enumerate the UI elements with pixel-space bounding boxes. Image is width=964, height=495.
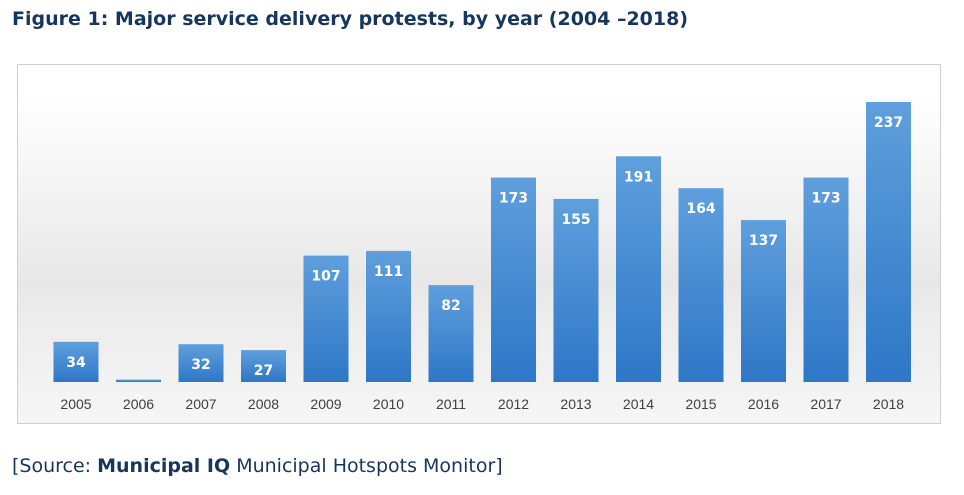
x-tick-label-2013: 2013 xyxy=(560,396,591,412)
source-org: Municipal IQ xyxy=(97,455,231,477)
bar-2017 xyxy=(803,177,849,382)
x-tick-label-2005: 2005 xyxy=(60,396,91,412)
x-tick-label-2014: 2014 xyxy=(623,396,654,412)
bar-2010 xyxy=(366,250,411,382)
data-label-2017: 173 xyxy=(811,191,840,207)
source-rest: Municipal Hotspots Monitor] xyxy=(230,455,503,477)
data-label-2010: 111 xyxy=(374,264,403,280)
x-tick-label-2018: 2018 xyxy=(873,396,904,412)
data-label-2014: 191 xyxy=(624,169,653,185)
x-tick-label-2009: 2009 xyxy=(310,396,341,412)
x-tick-label-2010: 2010 xyxy=(373,396,404,412)
x-tick-label-2006: 2006 xyxy=(123,396,154,412)
data-label-2006: 2 xyxy=(134,393,144,409)
x-tick-label-2007: 2007 xyxy=(185,396,216,412)
x-tick-label-2012: 2012 xyxy=(498,396,529,412)
chart-frame: 34 2 32 27 107 111 82 173 155 191 164 137 173 237 200… xyxy=(17,64,941,424)
data-label-2011: 82 xyxy=(441,298,460,314)
x-tick-label-2011: 2011 xyxy=(436,396,466,412)
data-label-2005: 34 xyxy=(66,355,86,371)
source-open: [Source: xyxy=(12,455,98,477)
data-label-2008: 27 xyxy=(254,363,273,379)
data-label-2009: 107 xyxy=(311,269,340,285)
bar-2015 xyxy=(678,188,724,382)
bar-2016 xyxy=(741,220,786,382)
figure-title: Figure 1: Major service delivery protest… xyxy=(12,8,689,30)
data-label-2018: 237 xyxy=(874,115,903,131)
bar-2007 xyxy=(178,344,224,382)
bar-2009 xyxy=(303,255,349,382)
data-label-2007: 32 xyxy=(191,357,210,373)
bar-chart: 34 2 32 27 107 111 82 173 155 191 164 137 173 237 200… xyxy=(53,102,911,412)
bar-2018 xyxy=(866,102,911,382)
bar-2005 xyxy=(53,341,99,382)
data-label-2015: 164 xyxy=(686,201,715,217)
bar-2013 xyxy=(553,198,599,382)
bar-2008 xyxy=(241,350,286,382)
data-label-2016: 137 xyxy=(749,233,778,249)
bar-2014 xyxy=(616,156,661,382)
bar-2012 xyxy=(491,177,536,382)
bar-2011 xyxy=(428,285,474,382)
x-tick-label-2008: 2008 xyxy=(248,396,279,412)
data-label-2012: 173 xyxy=(499,191,528,207)
x-tick-label-2015: 2015 xyxy=(685,396,716,412)
bar-2006 xyxy=(116,379,161,382)
source-note: [Source: Municipal IQ Municipal Hotspots… xyxy=(12,455,503,477)
data-label-2013: 155 xyxy=(561,212,590,228)
x-tick-label-2016: 2016 xyxy=(748,396,779,412)
x-tick-label-2017: 2017 xyxy=(810,396,841,412)
